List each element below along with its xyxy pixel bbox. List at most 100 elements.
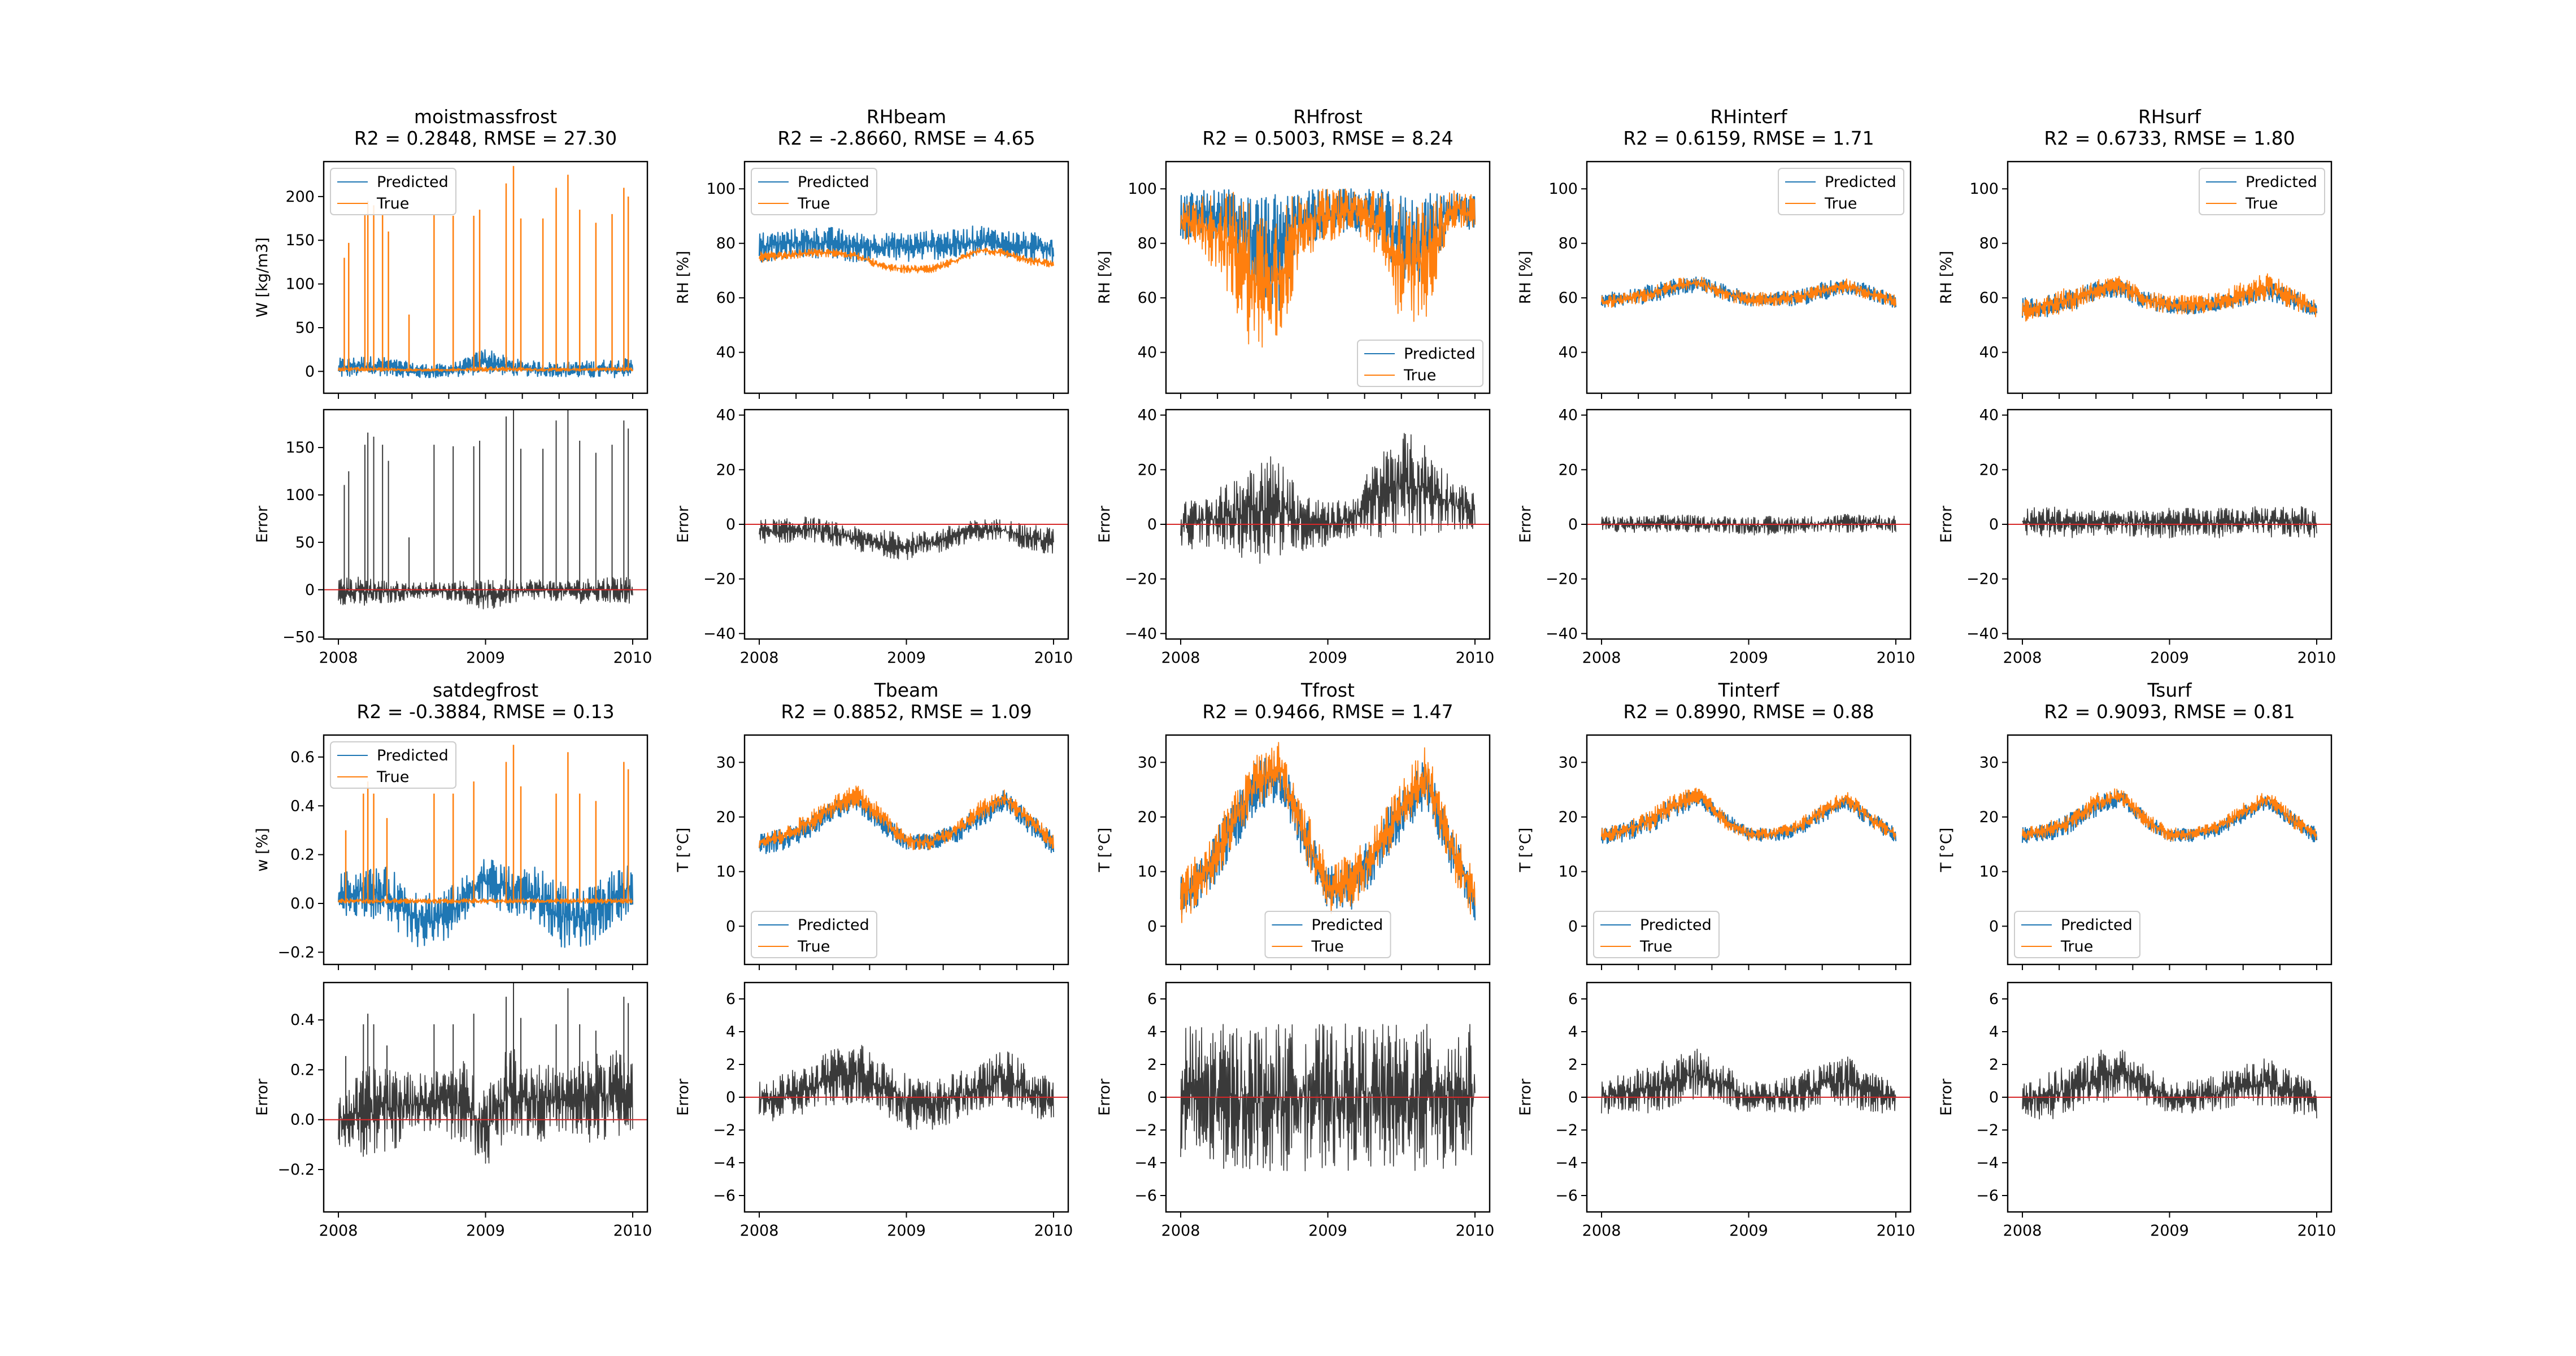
plot-area	[2021, 788, 2318, 844]
y-tick-label: −6	[1134, 1187, 1157, 1205]
predicted-series-line	[337, 859, 634, 948]
legend-label-true: True	[1639, 938, 1672, 955]
y-axis-label: Error	[1938, 1078, 1955, 1116]
y-axis-label: w [%]	[254, 828, 271, 871]
x-tick-label: 2008	[2003, 1222, 2042, 1240]
true-series-line	[338, 366, 633, 372]
x-tick-label: 2008	[740, 1222, 779, 1240]
y-tick-label: 20	[1138, 809, 1157, 826]
y-tick-label: 0	[1989, 1089, 1999, 1106]
y-tick-label: 20	[1138, 461, 1157, 479]
panel-title: RHsurf	[2138, 106, 2201, 128]
y-tick-label: 40	[716, 344, 736, 362]
x-tick-label: 2008	[740, 649, 779, 667]
legend-label-predicted: Predicted	[2246, 173, 2317, 191]
x-tick-label: 2009	[1308, 1222, 1347, 1240]
panel-title: RHinterf	[1710, 106, 1788, 128]
legend-label-true: True	[1403, 367, 1436, 384]
y-tick-label: 20	[1559, 461, 1578, 479]
y-tick-label: 40	[1138, 407, 1157, 424]
y-tick-label: −6	[713, 1187, 736, 1205]
x-tick-label: 2008	[319, 1222, 358, 1240]
main-axes: 0 50 100 150 200 W [kg/m3] Predicted True	[254, 160, 649, 399]
true-series-line	[759, 247, 1054, 274]
plot-area	[2008, 506, 2331, 538]
legend-label-true: True	[2245, 195, 2278, 212]
y-tick-label: −40	[1546, 625, 1578, 642]
x-tick-label: 2010	[613, 1222, 652, 1240]
y-axis-label: Error	[675, 1078, 692, 1116]
panel-metrics: R2 = -0.3884, RMSE = 0.13	[356, 701, 614, 723]
legend-label-predicted: Predicted	[1640, 916, 1712, 934]
error-series-line	[1180, 433, 1476, 564]
error-axes: −40 −20 0 20 40 Error 2008 2009 2010	[1517, 407, 1915, 667]
y-tick-label: 2	[726, 1056, 736, 1074]
axes-frame	[323, 408, 649, 640]
y-tick-label: −0.2	[277, 1161, 315, 1179]
y-tick-label: 10	[1979, 863, 1999, 881]
plot-area	[758, 225, 1055, 274]
legend-label-predicted: Predicted	[798, 916, 869, 934]
y-axis-label: RH [%]	[1517, 251, 1534, 304]
error-series-line	[338, 1049, 633, 1164]
y-tick-label: 2	[1568, 1056, 1578, 1074]
y-tick-label: −0.2	[277, 944, 315, 961]
y-tick-label: 40	[1138, 344, 1157, 362]
x-tick-label: 2010	[2297, 649, 2336, 667]
legend-label-true: True	[376, 768, 409, 786]
legend-label-predicted: Predicted	[798, 173, 869, 191]
y-tick-label: −2	[1976, 1122, 1999, 1139]
error-series-line	[759, 1045, 1054, 1131]
y-axis-label: Error	[1938, 505, 1955, 543]
y-axis-label: RH [%]	[1096, 251, 1113, 304]
panel-metrics: R2 = 0.6159, RMSE = 1.71	[1623, 127, 1874, 149]
panel-metrics: R2 = 0.8990, RMSE = 0.88	[1623, 701, 1874, 723]
x-tick-label: 2008	[1582, 649, 1621, 667]
y-tick-label: 0	[726, 918, 736, 935]
y-tick-label: 0	[1568, 918, 1578, 935]
legend-label-predicted: Predicted	[1825, 173, 1896, 191]
x-tick-label: 2008	[1161, 1222, 1200, 1240]
error-axes: −6 −4 −2 0 2 4 6 Error 2008 2009 2010	[1938, 981, 2336, 1240]
legend-label-true: True	[376, 195, 409, 212]
x-tick-label: 2008	[319, 649, 358, 667]
plot-area	[1600, 276, 1897, 308]
legend: Predicted True	[2199, 168, 2325, 215]
x-tick-label: 2010	[1456, 1222, 1495, 1240]
legend-label-true: True	[797, 195, 830, 212]
panel-title: satdegfrost	[433, 679, 538, 701]
x-tick-label: 2010	[1877, 649, 1916, 667]
panel-metrics: R2 = -2.8660, RMSE = 4.65	[777, 127, 1035, 149]
y-tick-label: 0	[726, 1089, 736, 1106]
plot-area	[1587, 1049, 1911, 1114]
panel-metrics: R2 = 0.6733, RMSE = 1.80	[2044, 127, 2295, 149]
legend-label-predicted: Predicted	[1404, 345, 1476, 363]
y-tick-label: −50	[282, 629, 315, 646]
y-tick-label: 0.0	[290, 895, 315, 912]
y-axis-label: T [°C]	[1096, 828, 1113, 873]
y-tick-label: 80	[716, 235, 736, 253]
plot-area	[1180, 742, 1476, 923]
main-axes: 0 10 20 30 T [°C] Predicted True	[1938, 734, 2333, 970]
error-series-line	[2022, 506, 2317, 538]
panel-title: moistmassfrost	[414, 106, 557, 128]
y-tick-label: 0	[726, 516, 736, 533]
error-axes: −50 0 50 100 150 Error 2008 2009 2010	[254, 408, 652, 667]
y-axis-label: Error	[254, 1078, 271, 1116]
y-tick-label: 60	[1979, 289, 1999, 307]
error-axes: −6 −4 −2 0 2 4 6 Error 2008 2009 2010	[1096, 981, 1495, 1240]
legend-label-predicted: Predicted	[377, 173, 449, 191]
y-tick-label: 100	[706, 180, 736, 198]
main-axes: 40 60 80 100 RH [%] Predicted True	[1517, 160, 1912, 399]
panel-title: Tsurf	[2147, 679, 2192, 701]
y-tick-label: 0	[1147, 516, 1157, 533]
x-tick-label: 2009	[466, 649, 505, 667]
y-tick-label: 10	[1138, 863, 1157, 881]
y-tick-label: 40	[716, 407, 736, 424]
error-series-line	[2022, 1049, 2317, 1120]
y-tick-label: 0	[1989, 918, 1999, 935]
true-series-line	[1601, 788, 1896, 841]
plot-area	[1166, 1023, 1490, 1172]
legend: Predicted True	[1593, 911, 1720, 958]
